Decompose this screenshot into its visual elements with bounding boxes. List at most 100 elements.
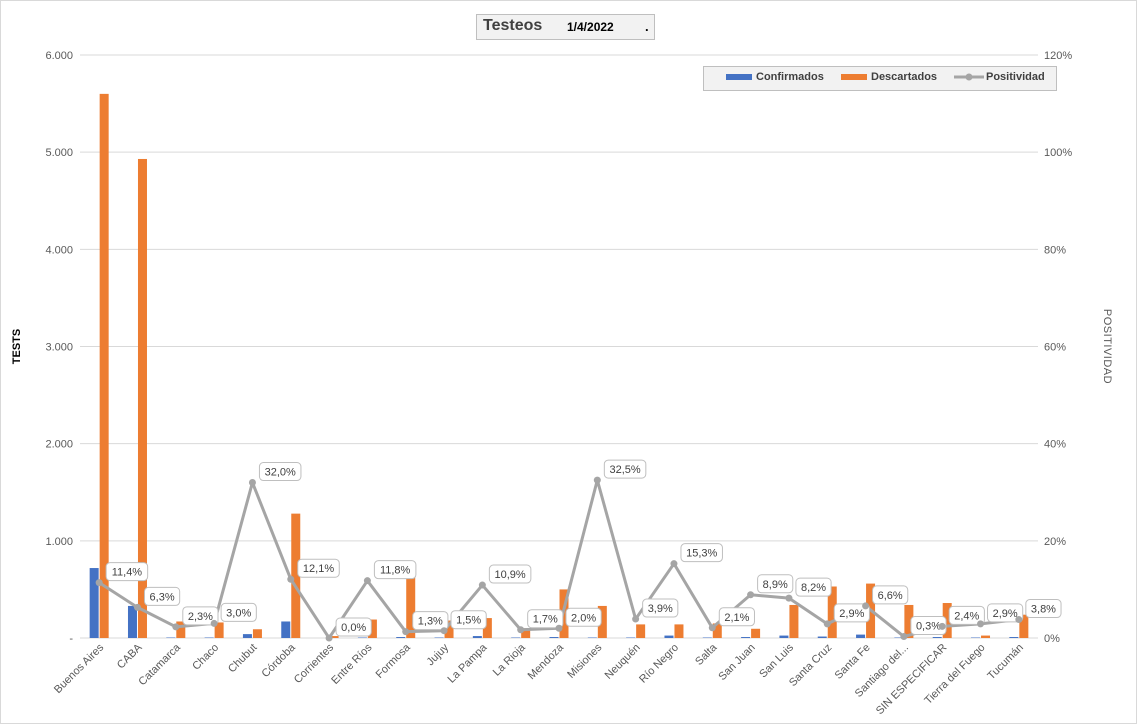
chart-title: Testeos — [483, 17, 542, 35]
category-label: Formosa — [374, 641, 414, 681]
legend-item-descartados: Descartados — [841, 71, 937, 83]
y-tick-label: 5.000 — [45, 147, 73, 159]
category-label: Salta — [693, 641, 720, 668]
y2-tick-label: 100% — [1044, 147, 1072, 159]
category-label: La Rioja — [491, 641, 529, 679]
bar-confirmados — [128, 606, 137, 638]
category-label: Tucumán — [985, 642, 1026, 683]
category-label: Chaco — [190, 642, 221, 673]
point-positividad — [134, 604, 141, 611]
data-label-positividad: 2,1% — [724, 612, 749, 624]
point-positividad — [172, 623, 179, 630]
bar-descartados — [751, 629, 760, 638]
category-label: San Luis — [757, 641, 796, 680]
category-label: Catamarca — [136, 641, 183, 688]
point-positividad — [900, 633, 907, 640]
category-label: Córdoba — [260, 641, 299, 680]
point-positividad — [670, 560, 677, 567]
bar-confirmados — [90, 568, 99, 638]
point-positividad — [479, 582, 486, 589]
data-label-positividad: 1,3% — [418, 616, 443, 628]
chart-title-suffix: . — [645, 19, 649, 34]
data-label-positividad: 2,9% — [993, 608, 1018, 620]
data-label-positividad: 11,8% — [380, 565, 411, 577]
data-label-positividad: 32,5% — [609, 464, 640, 476]
y-axis-title: TESTS — [11, 329, 23, 364]
y-tick-label: - — [69, 633, 73, 645]
bar-descartados — [674, 624, 683, 638]
bar-confirmados — [396, 637, 405, 638]
y-tick-label: 6.000 — [45, 50, 73, 62]
data-label-positividad: 12,1% — [303, 563, 334, 575]
bar-confirmados — [1009, 637, 1018, 638]
bar-descartados — [253, 629, 262, 638]
y-tick-label: 4.000 — [45, 244, 73, 256]
bar-descartados — [100, 94, 109, 638]
chart-legend: Confirmados Descartados Positividad — [703, 66, 1057, 91]
data-label-positividad: 3,8% — [1031, 604, 1056, 616]
data-label-positividad: 2,3% — [188, 611, 213, 623]
bar-confirmados — [243, 634, 252, 638]
point-positividad — [824, 620, 831, 627]
legend-swatch-descartados — [841, 74, 867, 80]
data-label-positividad: 0,0% — [341, 622, 366, 634]
chart-date: 1/4/2022 — [567, 20, 614, 34]
data-label-positividad: 15,3% — [686, 548, 717, 560]
category-label: SIN ESPECIFICAR — [874, 642, 950, 718]
category-label: CABA — [115, 641, 145, 671]
point-positividad — [249, 479, 256, 486]
bar-confirmados — [856, 635, 865, 638]
y-tick-label: 2.000 — [45, 439, 73, 451]
legend-label-positividad: Positividad — [986, 71, 1045, 83]
y2-tick-label: 80% — [1044, 244, 1066, 256]
legend-label-descartados: Descartados — [871, 71, 937, 83]
data-label-positividad: 1,7% — [533, 614, 558, 626]
category-label: Mendoza — [526, 641, 567, 682]
data-label-positividad: 2,9% — [839, 608, 864, 620]
data-label-positividad: 32,0% — [265, 467, 296, 479]
data-label-positividad: 8,2% — [801, 582, 826, 594]
point-positividad — [556, 625, 563, 632]
legend-item-positividad: Positividad — [954, 71, 1045, 83]
data-label-positividad: 8,9% — [763, 579, 788, 591]
data-label-positividad: 3,0% — [226, 607, 251, 619]
bar-confirmados — [818, 637, 827, 638]
point-positividad — [977, 620, 984, 627]
data-label-positividad: 10,9% — [495, 569, 526, 581]
legend-label-confirmados: Confirmados — [756, 71, 824, 83]
y-tick-label: 1.000 — [45, 536, 73, 548]
y2-tick-label: 120% — [1044, 50, 1072, 62]
data-label-positividad: 2,4% — [954, 610, 979, 622]
y2-tick-label: 20% — [1044, 536, 1066, 548]
point-positividad — [747, 591, 754, 598]
point-positividad — [709, 624, 716, 631]
y2-tick-label: 0% — [1044, 633, 1060, 645]
point-positividad — [402, 628, 409, 635]
point-positividad — [594, 477, 601, 484]
data-label-positividad: 3,9% — [648, 603, 673, 615]
bar-confirmados — [779, 636, 788, 638]
data-label-positividad: 6,3% — [150, 591, 175, 603]
point-positividad — [287, 576, 294, 583]
bar-confirmados — [664, 636, 673, 638]
bar-confirmados — [933, 637, 942, 638]
legend-swatch-positividad — [954, 72, 984, 82]
point-positividad — [96, 579, 103, 586]
bar-confirmados — [473, 636, 482, 638]
category-label: Neuquén — [603, 642, 643, 682]
bar-descartados — [789, 605, 798, 638]
y2-tick-label: 60% — [1044, 342, 1066, 354]
point-positividad — [211, 620, 218, 627]
bar-confirmados — [550, 637, 559, 638]
category-label: Misiones — [565, 641, 605, 681]
category-label: Santa Fe — [833, 642, 873, 682]
data-label-positividad: 6,6% — [878, 590, 903, 602]
point-positividad — [364, 577, 371, 584]
data-label-positividad: 11,4% — [112, 567, 143, 579]
category-label: Entre Ríos — [329, 641, 375, 687]
point-positividad — [1015, 616, 1022, 623]
y2-tick-label: 40% — [1044, 439, 1066, 451]
category-label: Buenos Aires — [52, 641, 107, 696]
point-positividad — [785, 595, 792, 602]
bar-confirmados — [741, 637, 750, 638]
